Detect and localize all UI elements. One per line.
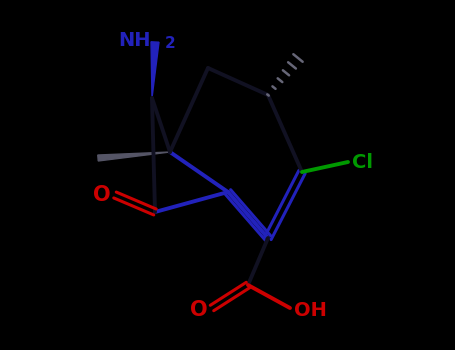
Polygon shape bbox=[151, 42, 159, 98]
Text: Cl: Cl bbox=[352, 153, 373, 172]
Polygon shape bbox=[98, 152, 170, 161]
Text: 2: 2 bbox=[165, 36, 176, 51]
Text: NH: NH bbox=[118, 30, 151, 49]
Text: O: O bbox=[190, 300, 208, 320]
Text: O: O bbox=[93, 185, 111, 205]
Text: OH: OH bbox=[294, 301, 327, 320]
